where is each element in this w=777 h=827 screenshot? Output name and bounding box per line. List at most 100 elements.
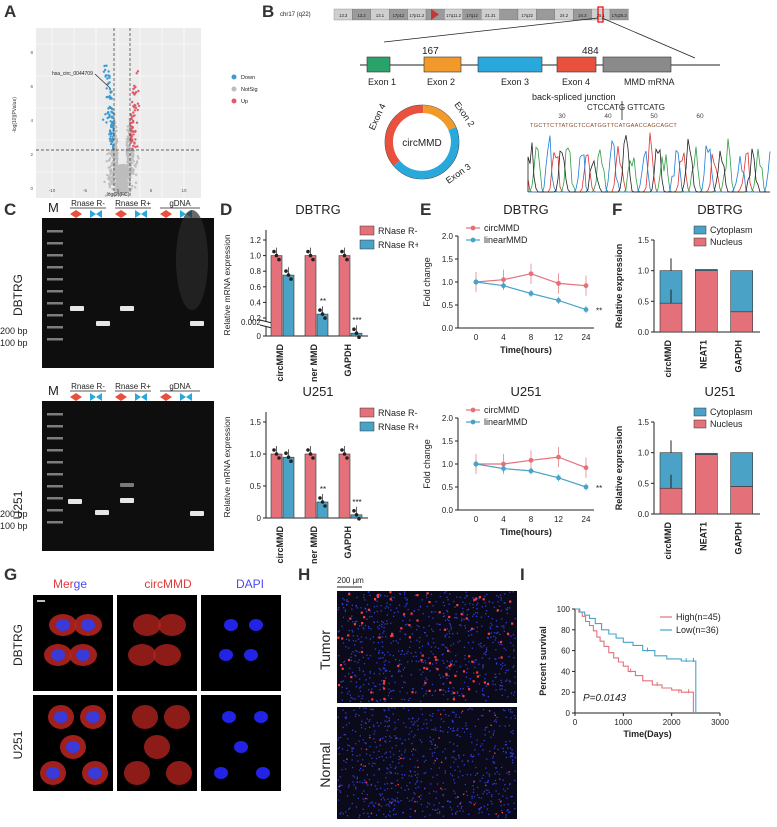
tissue-circmmd-dot bbox=[438, 737, 440, 739]
y-tick-label: 0.002 bbox=[241, 318, 262, 327]
tissue-nuclei-dot bbox=[359, 754, 361, 756]
tissue-nuclei-dot bbox=[478, 796, 480, 799]
tissue-nuclei-dot bbox=[344, 610, 346, 613]
tissue-nuclei-dot bbox=[395, 744, 397, 747]
tissue-nuclei-dot bbox=[401, 649, 403, 652]
tissue-nuclei-dot bbox=[351, 748, 353, 750]
tissue-nuclei-dot bbox=[458, 716, 461, 718]
tissue-nuclei-dot bbox=[498, 793, 500, 795]
tissue-nuclei-dot bbox=[411, 742, 413, 745]
tissue-nuclei-dot bbox=[356, 778, 358, 780]
tissue-nuclei-dot bbox=[372, 692, 374, 694]
tissue-nuclei-dot bbox=[505, 816, 507, 818]
tissue-nuclei-dot bbox=[376, 600, 378, 602]
tissue-nuclei-dot bbox=[507, 669, 509, 671]
tissue-nuclei-dot bbox=[509, 591, 511, 593]
volcano-point bbox=[134, 186, 137, 189]
x-tick-label: 0 bbox=[474, 333, 479, 342]
tissue-nuclei-dot bbox=[495, 649, 497, 651]
tissue-circmmd-dot bbox=[391, 634, 394, 637]
tissue-nuclei-dot bbox=[397, 671, 400, 673]
volcano-point bbox=[109, 139, 112, 143]
volcano-point bbox=[108, 113, 111, 116]
bar-cytoplasm bbox=[695, 452, 718, 455]
tissue-nuclei-dot bbox=[492, 755, 494, 757]
tissue-nuclei-dot bbox=[492, 732, 495, 735]
tissue-nuclei-dot bbox=[362, 627, 364, 629]
tissue-nuclei-dot bbox=[496, 595, 498, 597]
tissue-circmmd-dot bbox=[360, 763, 362, 766]
tissue-nuclei-dot bbox=[484, 595, 486, 597]
tissue-nuclei-dot bbox=[390, 766, 392, 769]
tissue-nuclei-dot bbox=[489, 750, 491, 752]
tissue-nuclei-dot bbox=[410, 674, 412, 676]
tissue-circmmd-dot bbox=[423, 666, 426, 670]
tissue-nuclei-dot bbox=[441, 689, 443, 691]
volcano-point bbox=[126, 163, 130, 167]
fish-cytoplasm-signal bbox=[128, 644, 156, 666]
tissue-nuclei-dot bbox=[447, 599, 449, 601]
chart-xlabel: Time(hours) bbox=[500, 527, 552, 537]
tissue-circmmd-dot bbox=[389, 598, 392, 601]
tissue-nuclei-dot bbox=[472, 785, 474, 787]
tissue-nuclei-dot bbox=[497, 641, 499, 644]
tissue-nuclei-dot bbox=[371, 765, 373, 767]
tissue-nuclei-dot bbox=[505, 751, 507, 753]
tissue-nuclei-dot bbox=[420, 798, 422, 800]
y-tick-label: 1.5 bbox=[442, 255, 454, 264]
volcano-point bbox=[116, 183, 119, 186]
tissue-nuclei-dot bbox=[344, 675, 346, 677]
tissue-circmmd-dot bbox=[361, 622, 364, 625]
tissue-nuclei-dot bbox=[345, 712, 347, 714]
volcano-point bbox=[135, 72, 138, 75]
tissue-nuclei-dot bbox=[446, 647, 448, 649]
chromatogram-channel bbox=[527, 135, 770, 193]
tissue-nuclei-dot bbox=[424, 632, 426, 634]
tissue-nuclei-dot bbox=[373, 621, 375, 623]
volcano-ylabel: -log[10](PValue) bbox=[12, 97, 18, 133]
gel-band bbox=[120, 483, 134, 487]
tissue-nuclei-dot bbox=[435, 667, 437, 669]
tissue-nuclei-dot bbox=[374, 785, 377, 787]
volcano-point bbox=[114, 191, 117, 195]
tissue-nuclei-dot bbox=[442, 730, 444, 733]
tissue-nuclei-dot bbox=[487, 789, 489, 791]
tissue-nuclei-dot bbox=[422, 810, 424, 812]
tissue-nuclei-dot bbox=[467, 630, 469, 632]
gel-group-label: Rnase R- bbox=[71, 382, 105, 391]
tissue-nuclei-dot bbox=[470, 629, 472, 631]
tissue-nuclei-dot bbox=[486, 808, 489, 810]
tissue-nuclei-dot bbox=[387, 651, 389, 653]
primer-divergent-icon bbox=[160, 210, 166, 218]
volcano-point bbox=[101, 118, 105, 121]
volcano-point bbox=[108, 129, 112, 132]
tissue-nuclei-dot bbox=[414, 793, 416, 795]
tissue-nuclei-dot bbox=[466, 773, 468, 776]
volcano-point bbox=[136, 102, 140, 105]
tissue-nuclei-dot bbox=[360, 724, 362, 726]
tissue-nuclei-dot bbox=[410, 750, 413, 752]
category-label: GAPDH bbox=[343, 344, 353, 377]
tissue-nuclei-dot bbox=[455, 812, 457, 814]
tissue-circmmd-dot bbox=[445, 674, 448, 677]
tissue-nuclei-dot bbox=[366, 604, 369, 606]
volcano-point bbox=[137, 89, 140, 93]
tissue-nuclei-dot bbox=[459, 640, 461, 642]
tissue-nuclei-dot bbox=[505, 608, 507, 610]
tissue-nuclei-dot bbox=[473, 755, 475, 757]
volcano-point bbox=[110, 131, 113, 134]
tissue-nuclei-dot bbox=[366, 793, 368, 796]
tissue-nuclei-dot bbox=[463, 618, 465, 620]
exon-4-label: Exon 4 bbox=[562, 77, 590, 87]
tissue-nuclei-dot bbox=[504, 664, 506, 666]
replicate-dot bbox=[308, 452, 313, 456]
gel-band bbox=[68, 499, 82, 504]
tissue-nuclei-dot bbox=[493, 762, 495, 764]
tissue-nuclei-dot bbox=[443, 709, 445, 711]
tissue-nuclei-dot bbox=[385, 699, 387, 701]
tissue-nuclei-dot bbox=[420, 794, 422, 797]
tissue-nuclei-dot bbox=[426, 679, 428, 681]
volcano-point bbox=[113, 136, 116, 139]
tissue-nuclei-dot bbox=[501, 685, 504, 687]
